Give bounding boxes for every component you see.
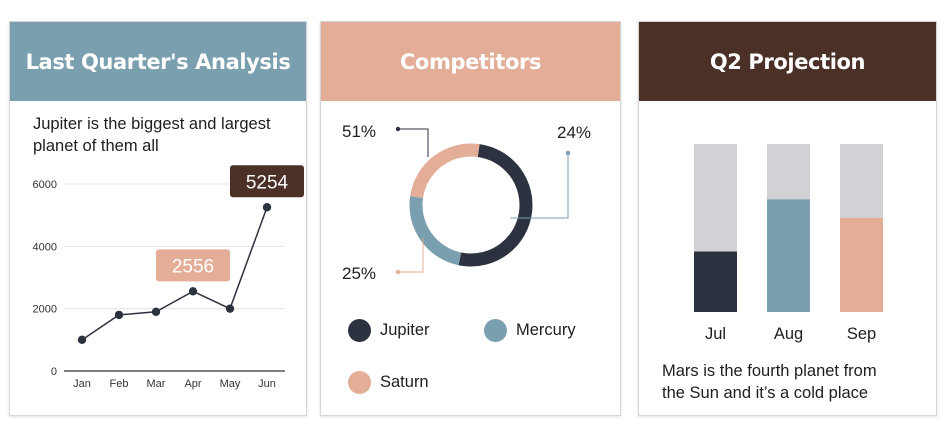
projection-description: Mars is the fourth planet from the Sun a… (662, 360, 877, 404)
value-callout-box (230, 165, 304, 198)
slice-label-jupiter: 51% (342, 122, 376, 141)
donut-ring (409, 143, 533, 267)
analysis-description: Jupiter is the biggest and largest plane… (33, 113, 271, 157)
legend-item-mercury: Mercury (484, 319, 576, 342)
analysis-card-header: Last Quarter's Analysis (10, 22, 306, 101)
x-tick-label: Apr (184, 378, 201, 390)
analysis-card: Last Quarter's Analysis Jupiter is the b… (9, 21, 307, 416)
x-tick-label: Jun (258, 378, 276, 390)
competitors-card-header: Competitors (321, 22, 620, 101)
y-tick-label: 2000 (33, 304, 57, 316)
legend-label-saturn: Saturn (380, 373, 429, 391)
bar-aug (767, 199, 810, 312)
legend-label-mercury: Mercury (516, 321, 576, 339)
slice-mercury (409, 143, 533, 267)
value-callout-box (156, 249, 230, 282)
analysis-description-line-1: Jupiter is the biggest and largest (33, 115, 271, 133)
value-callout-label: 5254 (246, 172, 289, 193)
slice-label-saturn: 25% (342, 264, 376, 283)
leader-line-jupiter (398, 128, 429, 157)
data-point (114, 310, 124, 320)
data-point (151, 307, 161, 316)
bar-category-label: Aug (774, 325, 803, 343)
legend-swatch-mercury (484, 319, 507, 342)
donut-chart: 51% 24% 25% (342, 122, 591, 283)
leader-dot (395, 269, 401, 275)
bar-chart: Jul Aug Sep (694, 144, 883, 343)
bar-category-label: Jul (705, 325, 726, 343)
x-tick-label: Jan (73, 378, 91, 390)
leader-line-mercury (510, 153, 569, 219)
legend-label-jupiter: Jupiter (380, 321, 430, 339)
line-chart: 0 2000 4000 6000 Jan Feb Mar Apr May Jun 2556 5254 (33, 165, 304, 390)
data-point (188, 287, 198, 296)
analysis-card-title: Last Quarter's Analysis (25, 49, 291, 74)
x-tick-label: Feb (110, 378, 129, 390)
bar-category-label: Sep (847, 325, 876, 343)
value-callout: 2556 (156, 249, 230, 282)
projection-card: Q2 Projection Jul Aug Sep Mars is the four… (638, 21, 937, 416)
competitors-card-title: Competitors (399, 49, 542, 74)
x-tick-label: May (220, 378, 241, 390)
legend-swatch-saturn (348, 371, 371, 394)
legend-swatch-jupiter (348, 319, 371, 342)
slice-label-mercury: 24% (557, 123, 591, 142)
leader-dot (565, 150, 571, 156)
bar-jul (694, 251, 737, 312)
y-tick-label: 4000 (33, 241, 57, 253)
data-point (262, 203, 272, 212)
competitors-card: Competitors 51% 24% 25% Jupiter Mercury Sa… (320, 21, 621, 416)
x-tick-label: Mar (147, 378, 166, 390)
legend-item-saturn: Saturn (348, 371, 429, 394)
analysis-description-line-2: planet of them all (33, 137, 159, 155)
y-tick-label: 0 (51, 366, 57, 378)
data-point (77, 335, 87, 345)
projection-card-header: Q2 Projection (639, 22, 936, 101)
bar-sep (840, 217, 883, 312)
projection-description-line-2: the Sun and it’s a cold place (662, 384, 869, 402)
slice-saturn (409, 143, 533, 267)
y-tick-label: 6000 (33, 179, 57, 191)
leader-line-saturn (398, 238, 424, 273)
projection-card-title: Q2 Projection (709, 49, 866, 74)
projection-description-line-1: Mars is the fourth planet from (662, 362, 877, 380)
value-callout: 5254 (230, 165, 304, 198)
value-callout-label: 2556 (172, 256, 214, 277)
series-line (81, 206, 268, 341)
leader-dot (395, 126, 401, 132)
legend-item-jupiter: Jupiter (348, 319, 430, 342)
data-point (225, 304, 235, 313)
